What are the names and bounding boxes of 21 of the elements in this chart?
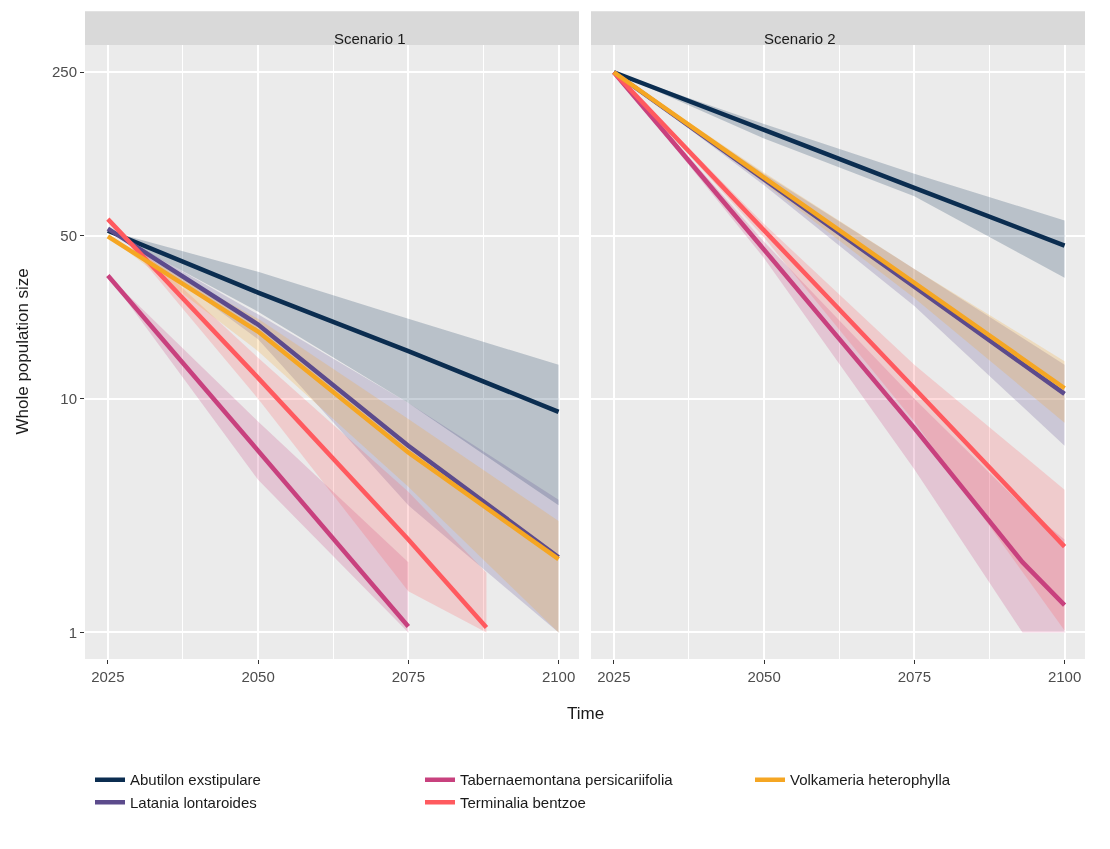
legend-label: Abutilon exstipulare xyxy=(130,771,261,789)
chart-title: Scenario 2 xyxy=(764,30,836,47)
y-axis-title: Whole population size xyxy=(12,268,32,435)
y-tick-label: 1 xyxy=(68,623,77,641)
legend-label: Latania lontaroides xyxy=(130,793,257,811)
legend-label: Tabernaemontana persicariifolia xyxy=(460,771,674,789)
x-tick-label: 2075 xyxy=(897,668,932,685)
x-tick-label: 2100 xyxy=(1047,668,1082,685)
chart-title: Scenario 1 xyxy=(334,30,406,47)
x-tick-label: 2025 xyxy=(597,668,631,685)
x-tick-label: 2050 xyxy=(241,668,275,685)
y-tick-label: 50 xyxy=(60,226,77,244)
y-tick-label: 250 xyxy=(51,63,77,81)
legend-label: Terminalia bentzoe xyxy=(460,793,586,811)
legend-label: Volkameria heterophylla xyxy=(790,771,951,789)
x-tick-label: 2025 xyxy=(91,668,125,685)
x-axis-title: Time xyxy=(567,704,605,723)
y-tick-label: 10 xyxy=(60,390,77,408)
x-tick-label: 2100 xyxy=(541,668,576,685)
x-tick-label: 2050 xyxy=(747,668,781,685)
x-tick-label: 2075 xyxy=(391,668,426,685)
